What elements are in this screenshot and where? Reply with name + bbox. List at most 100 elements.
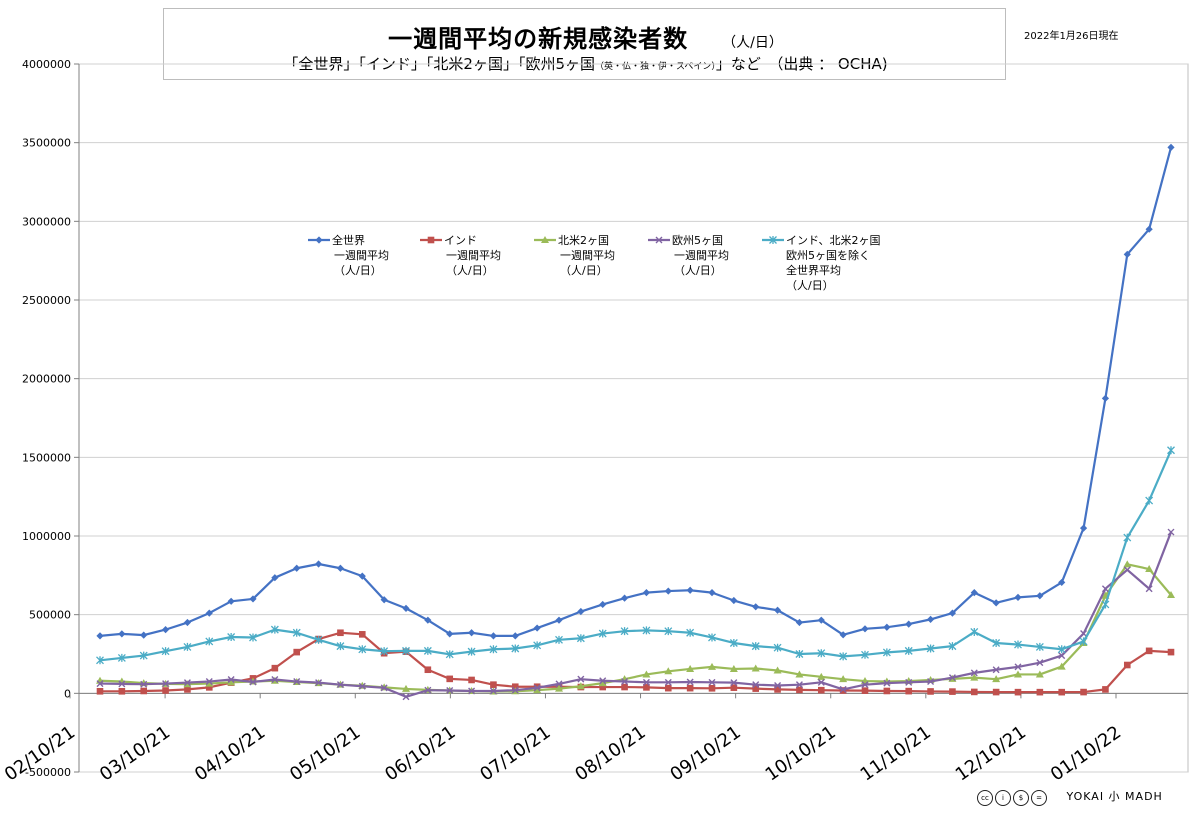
data-point	[970, 673, 979, 681]
legend-label: 欧州5ヶ国を除く	[786, 248, 870, 262]
y-tick-label: 1000000	[22, 530, 71, 543]
data-point	[927, 678, 935, 686]
data-point	[1167, 446, 1175, 455]
data-point	[773, 643, 782, 652]
data-point	[664, 684, 672, 692]
data-point	[533, 684, 541, 692]
data-point	[140, 687, 148, 695]
data-point	[271, 675, 279, 683]
data-point	[96, 680, 104, 688]
data-point	[541, 236, 549, 243]
data-point	[1014, 663, 1022, 671]
data-point	[927, 688, 934, 695]
series-line	[99, 531, 1173, 698]
data-point	[1101, 585, 1109, 593]
data-point	[1167, 143, 1175, 151]
data-point	[358, 682, 366, 690]
data-point	[642, 589, 651, 597]
data-point	[445, 650, 454, 659]
data-point	[926, 615, 935, 623]
nc-license-icon: $	[1013, 790, 1029, 806]
data-point	[427, 236, 435, 244]
data-point	[140, 631, 148, 639]
data-point	[774, 681, 782, 689]
y-tick-label: 1500000	[22, 451, 71, 464]
data-point	[162, 680, 170, 688]
data-point	[1079, 637, 1088, 646]
legend-label: 一週間平均	[446, 249, 501, 262]
data-point	[1145, 496, 1154, 505]
data-point	[249, 678, 257, 686]
data-point	[795, 670, 804, 678]
legend-label: インド	[444, 234, 477, 247]
data-point	[227, 678, 236, 686]
data-point	[1167, 528, 1175, 536]
y-tick-label: 4000000	[22, 58, 71, 71]
data-point	[752, 681, 760, 689]
x-tick-label: 06/10/21	[381, 722, 459, 786]
data-point	[118, 630, 126, 638]
legend-label: （人/日）	[674, 264, 722, 277]
data-point	[1036, 659, 1044, 667]
data-point	[468, 676, 475, 684]
data-point	[1058, 652, 1066, 660]
data-point	[1014, 688, 1022, 696]
data-point	[708, 589, 716, 597]
data-point	[883, 687, 891, 695]
data-point	[314, 560, 323, 568]
data-point	[664, 587, 672, 595]
data-point	[205, 679, 214, 687]
data-point	[643, 684, 650, 691]
data-point	[686, 628, 695, 637]
data-point	[642, 670, 651, 678]
data-point	[620, 594, 629, 602]
data-point	[467, 629, 476, 637]
data-point	[949, 688, 956, 695]
brand-logo: YOKAI 小 MADH	[1066, 790, 1163, 803]
data-point	[555, 635, 563, 644]
x-tick-label: 01/10/22	[1047, 722, 1125, 786]
data-point	[1145, 565, 1154, 573]
data-point	[402, 646, 410, 655]
data-point	[1145, 585, 1153, 593]
chart-title-unit: （人/日）	[722, 35, 783, 51]
data-point	[577, 607, 585, 616]
data-point	[795, 681, 803, 689]
legend-label: 一週間平均	[560, 249, 615, 262]
chart-title-text: 一週間平均の新規感染者数	[388, 25, 689, 53]
data-point	[686, 586, 694, 594]
data-point	[467, 647, 476, 656]
data-point	[490, 681, 497, 688]
data-point	[686, 664, 695, 672]
series-line	[99, 449, 1173, 662]
x-tick-label: 09/10/21	[666, 722, 744, 786]
data-point	[769, 236, 777, 244]
data-point	[708, 633, 716, 642]
data-point	[861, 625, 869, 633]
data-point	[511, 683, 519, 691]
data-point	[817, 649, 826, 658]
data-point	[249, 633, 257, 642]
data-point	[1058, 688, 1066, 696]
data-point	[183, 642, 192, 651]
data-point	[948, 674, 956, 682]
data-point	[293, 678, 301, 686]
y-tick-label: 3000000	[22, 215, 71, 228]
data-point	[1123, 661, 1131, 669]
data-point	[621, 683, 628, 691]
data-point	[117, 653, 126, 662]
data-point	[555, 680, 563, 688]
data-point	[380, 596, 388, 604]
cc-license-icon: cc	[977, 790, 993, 806]
data-point	[96, 687, 104, 695]
data-point	[511, 686, 519, 694]
data-point	[992, 666, 1000, 674]
data-point	[751, 642, 760, 651]
data-point	[948, 642, 957, 651]
data-point	[1123, 533, 1132, 542]
data-point	[336, 564, 345, 572]
data-point	[1036, 592, 1044, 600]
data-point	[926, 644, 935, 653]
data-point	[817, 616, 825, 624]
